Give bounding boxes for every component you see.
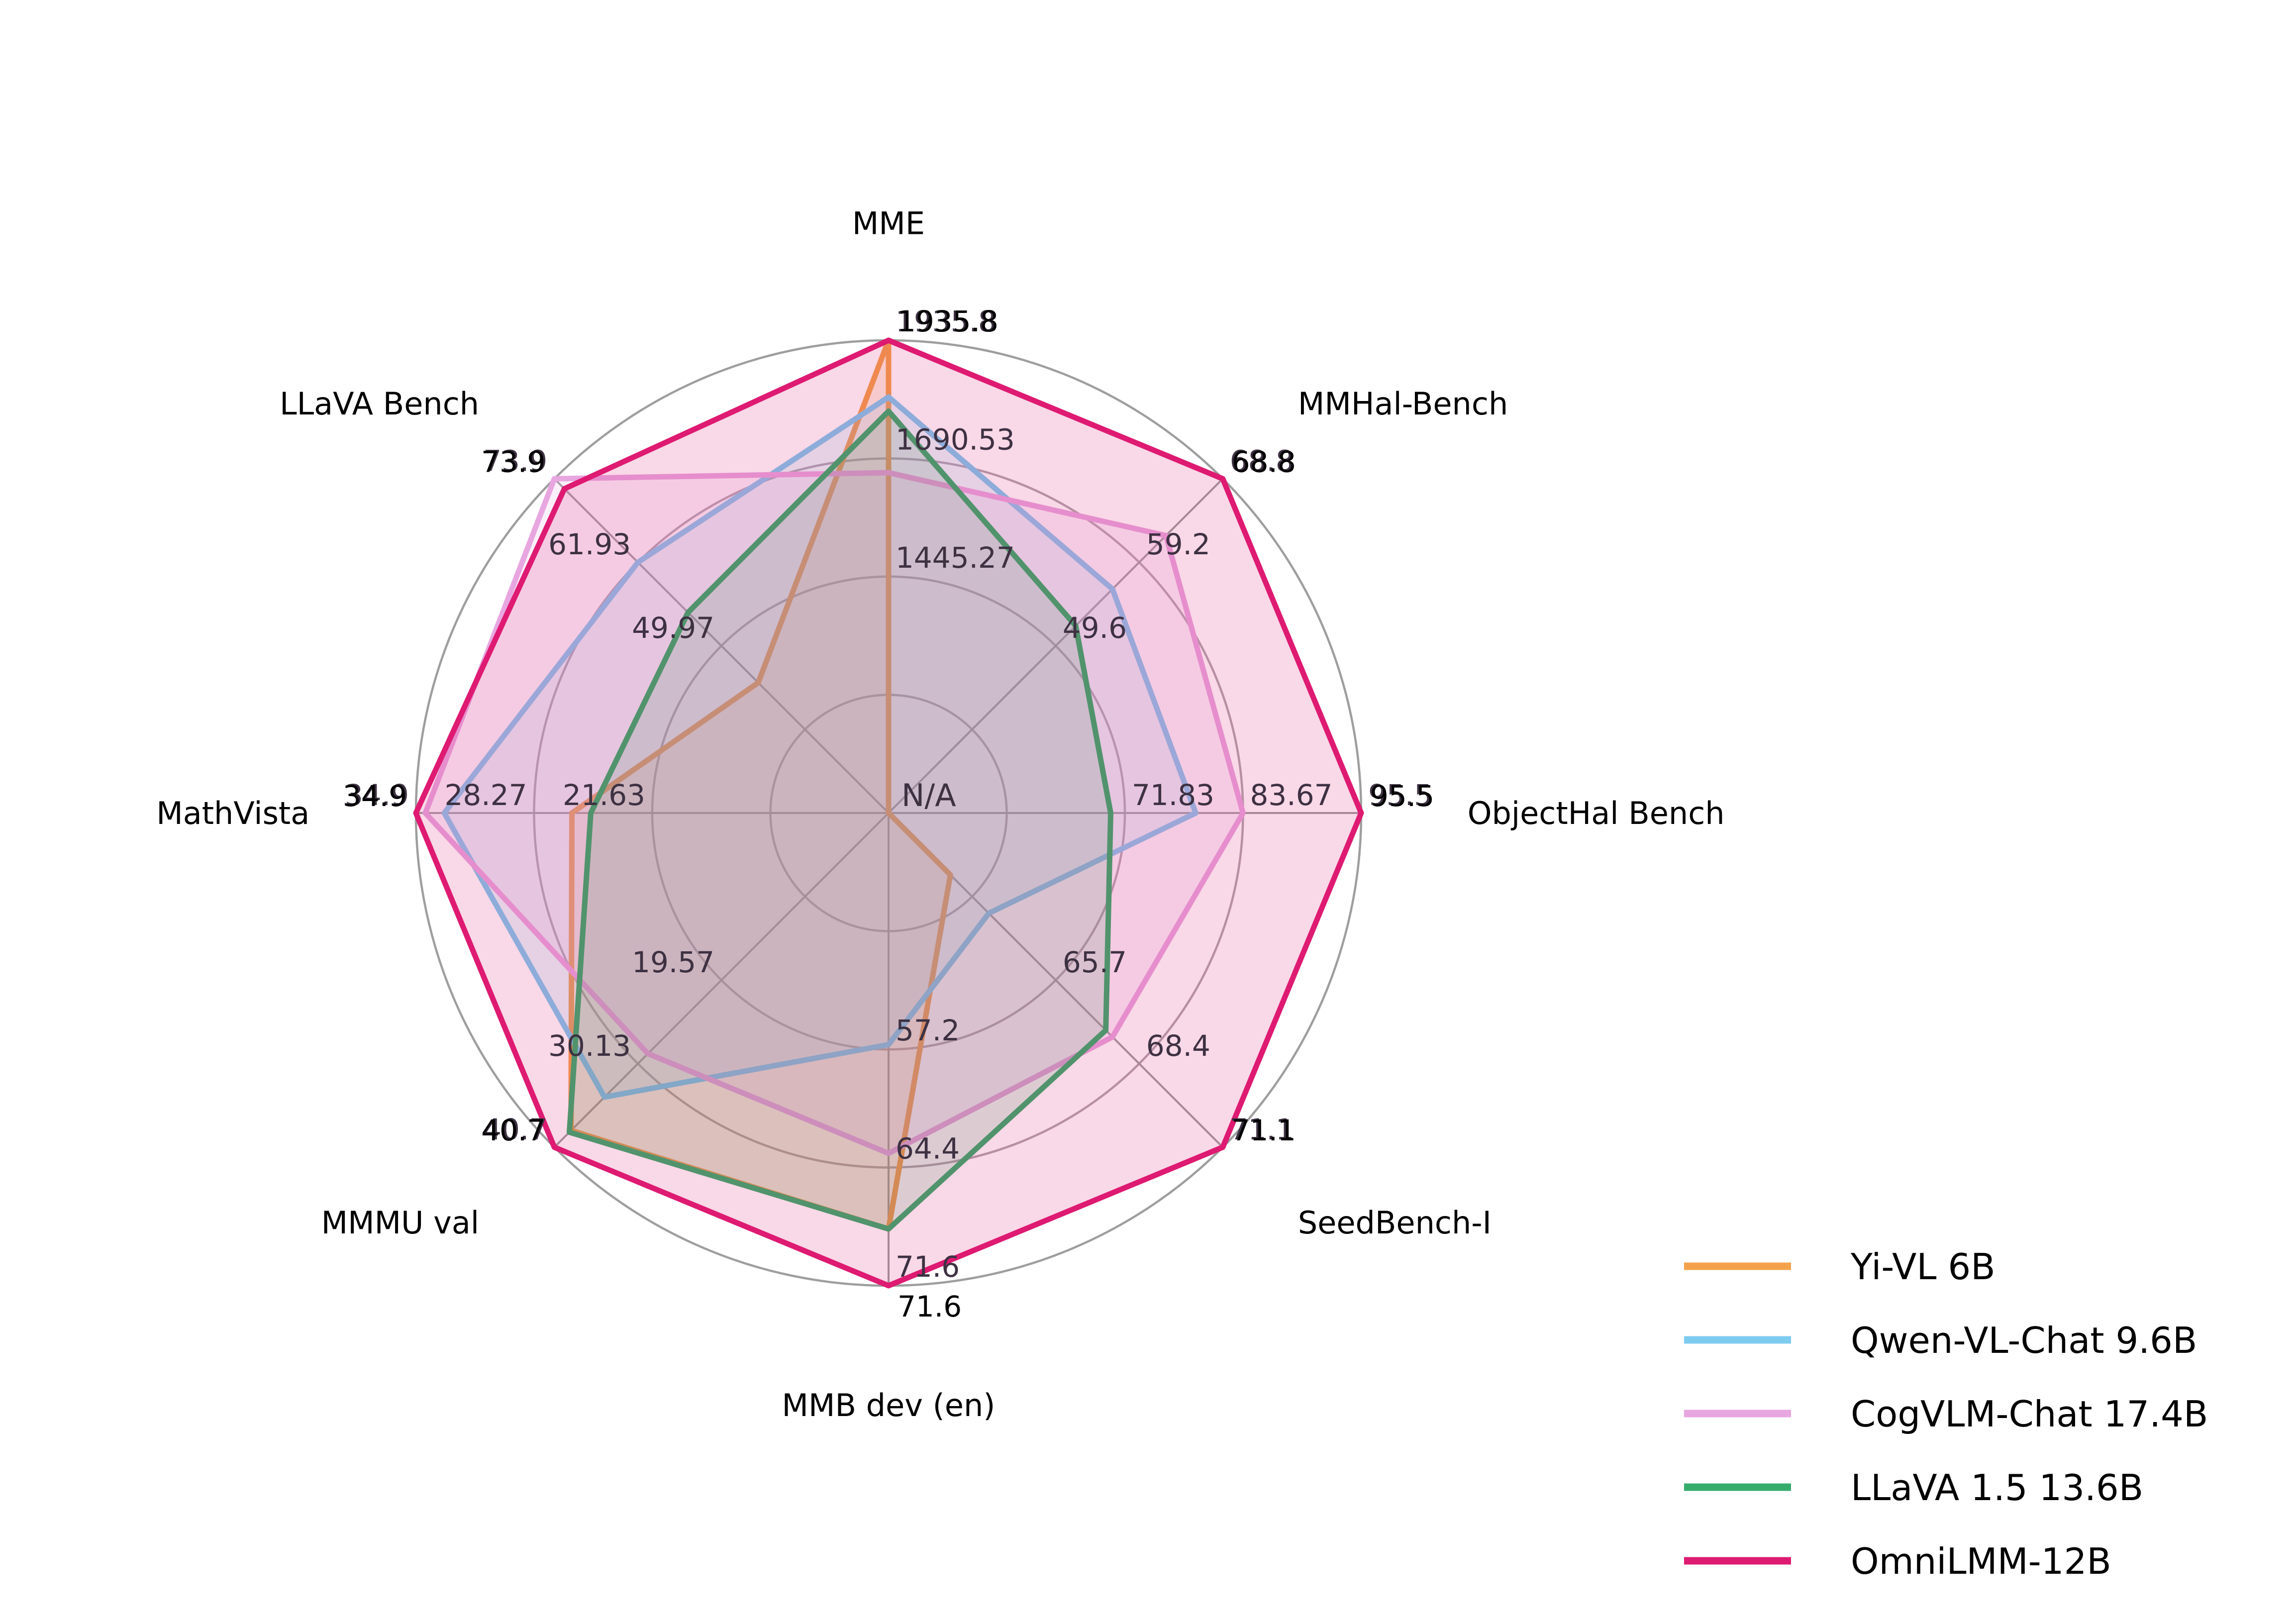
radial-tick-label: 28.27 — [444, 778, 527, 812]
radial-tick-label: 21.63 — [563, 778, 645, 812]
radial-tick-label: 71.1 — [1230, 1113, 1294, 1146]
radial-tick-label: 83.67 — [1250, 778, 1333, 812]
axis-label-seedbench-i: SeedBench-I — [1298, 1205, 1492, 1241]
axis-endpoint-label: 95.5 — [1370, 779, 1434, 813]
series-line-2[interactable] — [422, 470, 1246, 1156]
axis-label-mathvista: MathVista — [156, 795, 309, 831]
axis-endpoint-label: 1935.8 — [897, 304, 998, 338]
chart-legend: Yi-VL 6B Qwen-VL-Chat 9.6B CogVLM-Chat 17.… — [1684, 1246, 2208, 1582]
series-fill-3 — [569, 411, 1111, 1229]
axis-endpoint-label: 34.9 — [343, 779, 407, 813]
radial-tick-label: 40.7 — [483, 1113, 547, 1146]
radial-tick-label: 61.93 — [548, 527, 631, 561]
axis-label-mmb-dev-en: MMB dev (en) — [782, 1387, 996, 1423]
axis-category-labels: MME MMHal-Bench ObjectHal Bench SeedBench-I… — [156, 205, 1724, 1423]
axis-endpoint-label: 71.6 — [897, 1290, 962, 1323]
radial-tick-label: 34.9 — [345, 778, 409, 812]
legend-label-0[interactable]: Yi-VL 6B — [1850, 1246, 1995, 1288]
series-fill-2 — [425, 473, 1243, 1153]
radial-tick-label: 57.2 — [896, 1014, 960, 1047]
radial-tick-label: 71.83 — [1132, 778, 1214, 812]
axis-endpoint-label: 68.8 — [1232, 445, 1296, 479]
center-na-label: N/A — [901, 777, 956, 813]
axis-label-mme: MME — [852, 205, 925, 241]
radial-tick-label: 30.13 — [548, 1029, 631, 1063]
legend-label-2[interactable]: CogVLM-Chat 17.4B — [1851, 1393, 2208, 1435]
radial-tick-label: 73.9 — [483, 444, 547, 478]
radial-tick-label: 1690.53 — [896, 423, 1015, 457]
axis-label-mmmu-val: MMMU val — [321, 1205, 479, 1241]
radial-tick-label: 1445.27 — [896, 541, 1015, 575]
radial-tick-label: 49.97 — [632, 611, 714, 645]
series-line-3[interactable] — [566, 408, 1113, 1232]
radial-tick-label: 68.8 — [1230, 444, 1294, 478]
radial-tick-label: 49.6 — [1063, 611, 1127, 645]
radial-tick-label: 95.5 — [1368, 778, 1432, 812]
axis-label-objecthal-bench: ObjectHal Bench — [1468, 795, 1725, 831]
radial-tick-label: 64.4 — [896, 1132, 960, 1166]
radial-tick-label: 65.7 — [1063, 945, 1127, 979]
series-fill-4 — [416, 340, 1361, 1286]
axis-label-mmhal-bench: MMHal-Bench — [1298, 386, 1508, 422]
axis-label-llava-bench: LLaVA Bench — [280, 386, 479, 422]
axis-spoke-7 — [553, 478, 890, 814]
axis-endpoint-labels: 1935.8 68.8 95.5 71.1 71.6 40.7 34.9 73.9 — [343, 304, 1434, 1323]
radial-tick-label: 59.2 — [1146, 527, 1210, 561]
radial-tick-labels: 1445.27 1690.53 1935.8 49.6 59.2 68.8 71.83 83.… — [345, 304, 1432, 1284]
axis-endpoint-label: 40.7 — [481, 1114, 545, 1147]
series-fill-0 — [571, 340, 951, 1229]
axis-endpoint-label: 71.1 — [1232, 1114, 1296, 1147]
series-line-1[interactable] — [441, 394, 1198, 1100]
radial-tick-label: 68.4 — [1146, 1029, 1210, 1063]
radial-tick-label: 19.57 — [632, 945, 714, 979]
legend-label-1[interactable]: Qwen-VL-Chat 9.6B — [1851, 1320, 2197, 1361]
radial-tick-label: 1935.8 — [896, 304, 997, 338]
series-line-4[interactable] — [413, 337, 1364, 1289]
axis-spoke-5 — [553, 812, 890, 1148]
legend-label-3[interactable]: LLaVA 1.5 13.6B — [1851, 1467, 2143, 1509]
legend-label-4[interactable]: OmniLMM-12B — [1851, 1540, 2111, 1582]
radial-tick-label: 71.6 — [896, 1250, 960, 1284]
axis-endpoint-label: 73.9 — [481, 445, 545, 479]
series-polygons — [413, 337, 1364, 1289]
